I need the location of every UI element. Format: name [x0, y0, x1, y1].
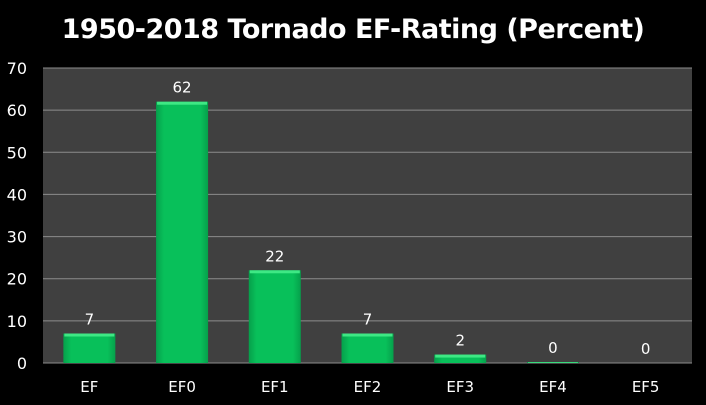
bar	[248, 270, 301, 363]
bar	[434, 354, 487, 363]
y-tick-label: 20	[7, 270, 27, 289]
x-tick-label: EF2	[354, 378, 382, 396]
bar-top-bevel	[249, 270, 300, 274]
bar-top-bevel	[157, 101, 208, 105]
y-tick-label: 30	[7, 228, 27, 247]
chart-title: 1950-2018 Tornado EF-Rating (Percent)	[61, 14, 645, 45]
data-label: 2	[455, 332, 465, 350]
bar	[156, 101, 209, 363]
y-tick-label: 50	[7, 143, 27, 162]
x-tick-label: EF5	[632, 378, 660, 396]
y-tick-label: 60	[7, 101, 27, 120]
data-label: 7	[363, 311, 373, 329]
y-tick-label: 0	[17, 354, 27, 373]
bar	[63, 333, 116, 363]
y-tick-label: 40	[7, 185, 27, 204]
data-label: 62	[173, 79, 192, 97]
bar-top-bevel	[64, 333, 115, 337]
y-tick-label: 70	[7, 59, 27, 78]
data-label: 7	[85, 311, 95, 329]
bar	[341, 333, 394, 363]
x-tick-label: EF	[80, 378, 98, 396]
x-tick-label: EF3	[446, 378, 474, 396]
bar-top-bevel	[435, 354, 486, 358]
x-tick-label: EF1	[261, 378, 289, 396]
data-label: 0	[641, 340, 651, 358]
y-tick-label: 10	[7, 312, 27, 331]
x-tick-label: EF4	[539, 378, 567, 396]
plot-area	[43, 68, 692, 363]
bar-top-bevel	[527, 362, 578, 363]
x-tick-label: EF0	[168, 378, 196, 396]
bar-top-bevel	[342, 333, 393, 337]
data-label: 0	[548, 339, 558, 357]
data-label: 22	[265, 247, 284, 265]
